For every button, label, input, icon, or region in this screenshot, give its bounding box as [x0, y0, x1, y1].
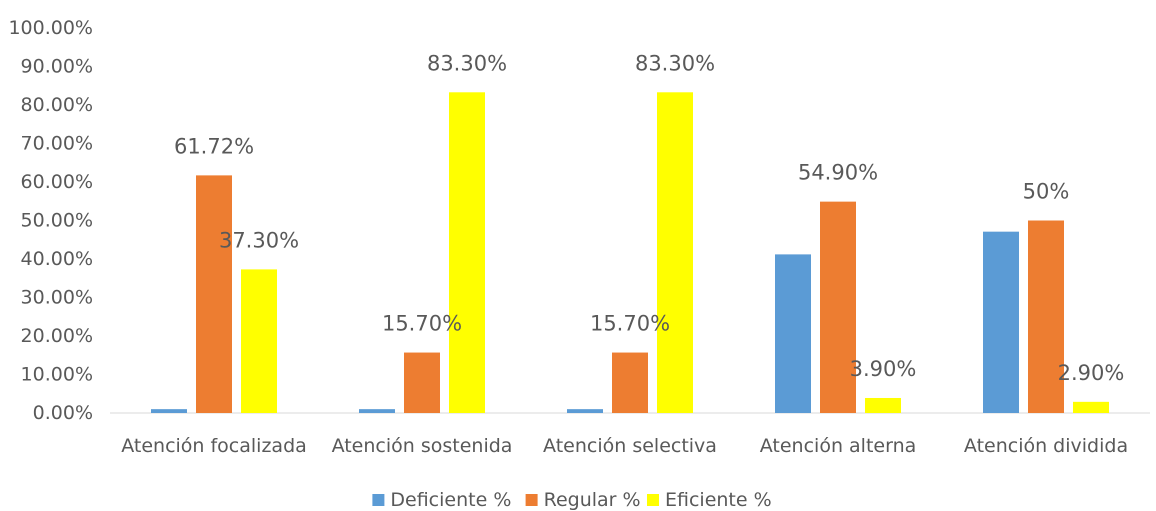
- x-tick-label: Atención selectiva: [543, 435, 717, 457]
- bar: [449, 92, 485, 414]
- x-tick-label: Atención sostenida: [332, 435, 513, 457]
- legend-swatch: [647, 494, 659, 506]
- bar: [820, 201, 856, 413]
- y-axis: 0.00% 10.00% 20.00% 30.00% 40.00% 50.00% 60.00…: [8, 17, 93, 424]
- y-tick-label: 10.00%: [21, 364, 93, 386]
- data-label: 2.90%: [1058, 361, 1125, 385]
- data-label: 50%: [1023, 180, 1070, 204]
- bar: [1028, 220, 1064, 413]
- bar: [567, 409, 603, 413]
- bar: [359, 409, 395, 413]
- legend-label: Deficiente %: [390, 489, 511, 511]
- y-tick-label: 50.00%: [21, 210, 93, 232]
- bars: [151, 92, 1109, 414]
- data-label: 61.72%: [174, 134, 254, 158]
- legend-swatch: [525, 494, 538, 506]
- bar: [612, 352, 648, 413]
- bar: [983, 231, 1019, 413]
- y-tick-label: 80.00%: [21, 94, 93, 116]
- y-tick-label: 70.00%: [21, 133, 93, 155]
- data-label: 83.30%: [635, 51, 715, 75]
- bar: [865, 397, 901, 413]
- bar: [241, 269, 277, 413]
- x-tick-label: Atención dividida: [964, 435, 1128, 457]
- data-label: 37.30%: [219, 228, 299, 252]
- x-tick-label: Atención alterna: [760, 435, 917, 457]
- legend-swatch: [372, 494, 385, 506]
- data-label: 15.70%: [590, 312, 670, 336]
- bar: [151, 409, 187, 413]
- data-label: 54.90%: [798, 161, 878, 185]
- y-tick-label: 90.00%: [21, 56, 93, 78]
- legend-label: Regular %: [544, 489, 641, 511]
- data-label: 3.90%: [850, 357, 917, 381]
- y-tick-label: 30.00%: [21, 287, 93, 309]
- y-tick-label: 100.00%: [8, 17, 93, 39]
- bar: [775, 254, 811, 413]
- x-axis-categories: Atención focalizada Atención sostenida Ate…: [121, 435, 1128, 457]
- bar: [404, 352, 440, 413]
- x-tick-label: Atención focalizada: [121, 435, 307, 457]
- bar: [1073, 401, 1109, 413]
- data-label: 15.70%: [382, 312, 462, 336]
- y-tick-label: 20.00%: [21, 325, 93, 347]
- y-tick-label: 60.00%: [21, 171, 93, 193]
- data-label: 83.30%: [427, 51, 507, 75]
- data-labels: 61.72% 37.30% 15.70% 83.30% 15.70% 83.30% 54.9…: [174, 51, 1124, 385]
- legend: Deficiente % Regular % Eficiente %: [372, 489, 772, 511]
- bar: [196, 175, 232, 413]
- legend-label: Eficiente %: [665, 489, 772, 511]
- bar: [657, 92, 693, 414]
- y-tick-label: 40.00%: [21, 248, 93, 270]
- y-tick-label: 0.00%: [33, 402, 93, 424]
